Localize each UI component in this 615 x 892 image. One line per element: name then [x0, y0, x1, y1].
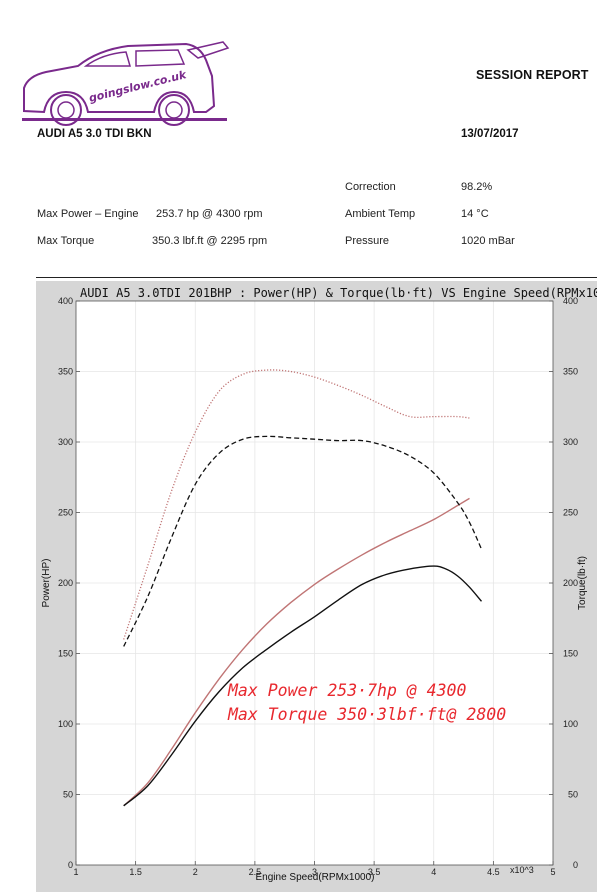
pressure-label: Pressure	[345, 235, 390, 247]
y-tick-label-right: 200	[563, 578, 578, 588]
vehicle-name: AUDI A5 3.0 TDI BKN	[37, 128, 152, 140]
y-tick-label-right: 350	[563, 367, 578, 377]
y-tick-label-right: 50	[568, 790, 578, 800]
dyno-chart: 0 0 50 50 100 100 150 150 200 200 250 250 300 300 350 3…	[36, 281, 597, 892]
pressure-value: 1020 mBar	[461, 235, 515, 247]
x-tick-label: 3.5	[368, 867, 381, 877]
y-tick-label-left: 350	[58, 367, 73, 377]
x-axis-label: Engine Speed(RPMx1000)	[256, 872, 375, 883]
plot-frame	[75, 300, 554, 866]
y-tick-label-right: 400	[563, 296, 578, 306]
y-axis-left-label: Power(HP)	[41, 559, 52, 608]
y-tick-label-left: 200	[58, 578, 73, 588]
report-date: 13/07/2017	[461, 128, 519, 140]
series-lines	[123, 369, 483, 807]
report-title: SESSION REPORT	[476, 68, 589, 82]
y-tick-label-left: 0	[68, 860, 73, 870]
torque-stock-line	[123, 435, 483, 647]
ambient-temp-label: Ambient Temp	[345, 208, 416, 220]
y-tick-label-left: 150	[58, 649, 73, 659]
y-axis-right-label: Torque(lb·ft)	[577, 556, 588, 610]
y-tick-label-left: 400	[58, 296, 73, 306]
y-tick-label-left: 250	[58, 508, 73, 518]
x-tick-label: 4	[431, 867, 436, 877]
goingslow-logo: goingslow.co.uk	[22, 41, 230, 126]
correction-label: Correction	[345, 181, 396, 193]
y-tick-label-right: 250	[563, 508, 578, 518]
y-tick-label-right: 0	[573, 860, 578, 870]
tick-labels: 0 0 50 50 100 100 150 150 200 200 250 250 300 300 350 3…	[58, 296, 578, 877]
power-stock-line	[123, 565, 483, 807]
power-tuned-line	[123, 497, 470, 807]
y-tick-label-left: 50	[63, 790, 73, 800]
x-tick-label: 2	[193, 867, 198, 877]
y-tick-label-right: 150	[563, 649, 578, 659]
x-tick-label: 5	[550, 867, 555, 877]
x-tick-label: 1	[73, 867, 78, 877]
max-torque-value: 350.3 lbf.ft @ 2295 rpm	[152, 235, 268, 247]
y-tick-label-right: 100	[563, 719, 578, 729]
x-tick-label: 2.5	[249, 867, 262, 877]
header-divider	[36, 277, 597, 278]
annotation-max-torque: Max Torque 350·3lbf·ft@ 2800	[227, 705, 506, 724]
y-tick-label-left: 300	[58, 437, 73, 447]
max-power-value: 253.7 hp @ 4300 rpm	[156, 208, 263, 220]
y-tick-label-left: 100	[58, 719, 73, 729]
y-tick-label-right: 300	[563, 437, 578, 447]
correction-value: 98.2%	[461, 181, 493, 193]
max-torque-label: Max Torque	[37, 235, 95, 247]
ambient-temp-value: 14 °C	[461, 208, 489, 220]
chart-title: AUDI A5 3.0TDI 201BHP : Power(HP) & Torq…	[80, 286, 597, 300]
annotation-max-power: Max Power 253·7hp @ 4300	[227, 681, 466, 700]
x-tick-label: 4.5	[487, 867, 500, 877]
x-tick-label: 1.5	[129, 867, 142, 877]
x-axis-unit: x10^3	[510, 865, 534, 875]
x-tick-label: 3	[312, 867, 317, 877]
gridlines	[75, 300, 554, 866]
max-power-label: Max Power – Engine	[37, 208, 139, 220]
torque-tuned-line	[123, 369, 470, 640]
